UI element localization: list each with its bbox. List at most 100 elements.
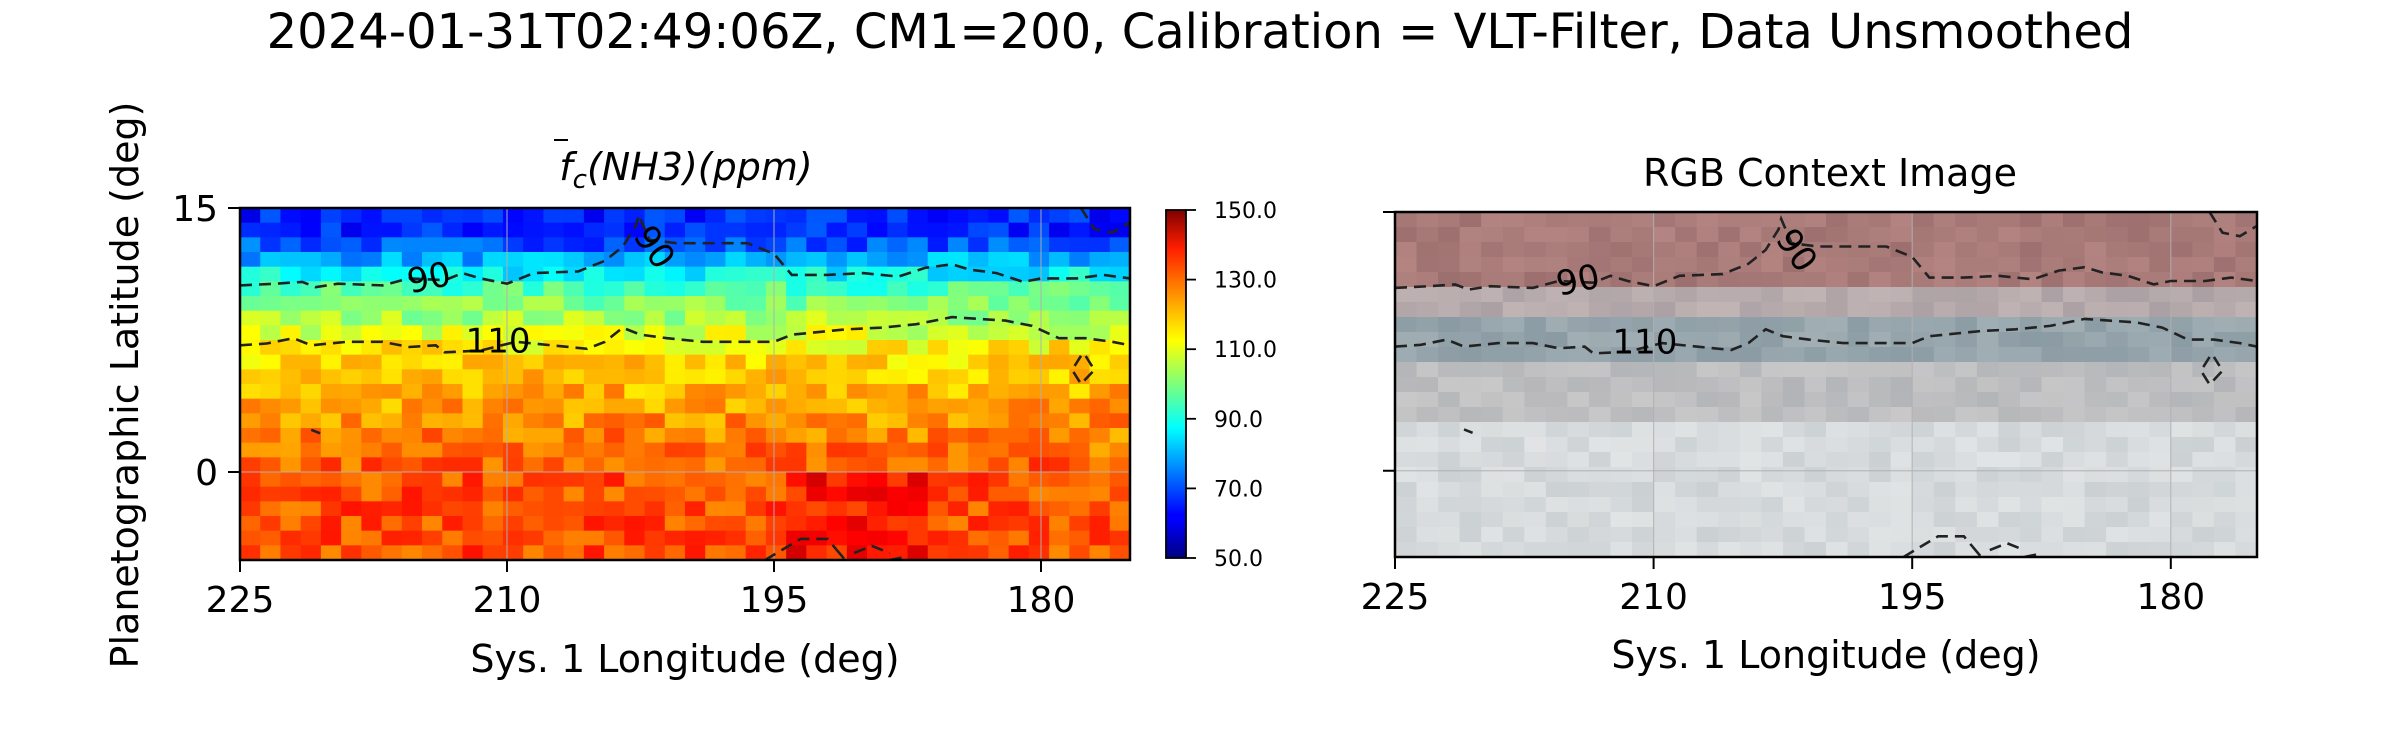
heatmap-cell [988,369,1010,385]
heatmap-cell [381,296,403,312]
rgb-pixel [1890,347,1913,363]
heatmap-cell [604,281,625,297]
heatmap-cell [745,369,767,385]
grid-left [240,208,1130,560]
heatmap-cell [988,296,1010,312]
heatmap-cell [887,472,909,488]
heatmap-cell [341,340,362,356]
heatmap-cell [968,340,990,356]
heatmap-cell [563,398,585,414]
rgb-pixel [2213,392,2237,408]
heatmap-cell [846,472,868,488]
heatmap-cell [947,428,969,444]
heatmap-cell [1049,457,1070,473]
heatmap-cell [887,384,909,400]
heatmap-cell [563,501,585,517]
y-axis-label: Planetographic Latitude (deg) [103,102,147,669]
y-ticks-right [1383,211,1395,472]
heatmap-cell [846,398,868,414]
heatmap-cell [1109,398,1130,414]
heatmap-cell [240,398,261,414]
heatmap-cell [482,266,504,282]
heatmap-cell [765,516,787,532]
rgb-pixel [1675,527,1698,543]
x-tick-label: 225 [1361,577,1430,618]
heatmap-cell [644,442,666,458]
heatmap-cell [482,428,504,444]
rgb-pixel [1998,392,2021,408]
rgb-pixel [2127,407,2150,423]
rgb-pixel [1782,542,1806,557]
rgb-pixel [1610,302,1633,318]
heatmap-cell [563,442,585,458]
heatmap-cell [907,530,929,546]
rgb-pixel [1653,242,1676,258]
rgb-pixel [1955,452,1978,468]
heatmap-cell [523,486,545,502]
heatmap-cell [502,266,524,282]
rgb-pixel [1610,317,1633,333]
heatmap-cell [260,296,282,312]
heatmap-cell [1109,457,1130,473]
rgb-pixel [1933,512,1956,528]
heatmap-cell [381,266,403,282]
heatmap-cell [422,384,443,400]
rgb-pixel [1890,407,1913,423]
heatmap-cell [523,413,545,429]
rgb-pixel [1955,302,1978,318]
heatmap-cell [361,354,383,370]
heatmap-cell [927,281,949,297]
heatmap-cell [786,281,807,297]
rgb-pixel [2019,437,2043,453]
rgb-pixel [2149,212,2172,228]
rgb-pixel [2019,317,2043,333]
rgb-pixel [1395,287,1418,303]
heatmap-cell [1089,501,1111,517]
heatmap-cell [300,325,322,341]
rgb-pixel [1567,212,1590,228]
heatmap-cell [422,398,443,414]
heatmap-cell [887,530,909,546]
heatmap-cell [624,457,646,473]
rgb-pixel [1524,212,1547,228]
rgb-pixel [1416,362,1439,378]
heatmap-cell [502,237,524,253]
rgb-pixel [2084,542,2107,557]
rgb-pixel [1761,452,1784,468]
heatmap-cell [604,266,625,282]
heatmap-cell [381,442,403,458]
rgb-pixel [1438,302,1461,318]
heatmap-cell [280,486,302,502]
rgb-pixel [1567,512,1590,528]
rgb-pixel [2041,392,2064,408]
heatmap-cell [988,237,1010,253]
heatmap-cell [685,486,706,502]
heatmap-cell [320,208,342,224]
rgb-pixel [2127,512,2150,528]
heatmap-cell [361,486,383,502]
rgb-pixel [2192,362,2215,378]
heatmap-cell [867,222,888,238]
rgb-pixel [2084,287,2107,303]
rgb-pixel [1890,362,1913,378]
heatmap-cell [300,516,322,532]
heatmap-cell [361,237,383,253]
contour-fragment [1989,541,2025,552]
rgb-pixel [1395,422,1418,438]
rgb-pixel [2192,452,2215,468]
rgb-pixel [1739,437,1762,453]
rgb-pixel [1481,497,1504,513]
heatmap-cell [1049,222,1070,238]
rgb-pixel [1438,437,1461,453]
heatmap-cell [462,222,484,238]
rgb-pixel [1632,332,1655,348]
heatmap-cell [442,325,464,341]
rgb-pixel [1782,467,1806,483]
heatmap-cell [341,530,362,546]
heatmap-cell [583,384,605,400]
rgb-pixel [1567,332,1590,348]
heatmap-cell [907,501,929,517]
heatmap-cell [745,413,767,429]
